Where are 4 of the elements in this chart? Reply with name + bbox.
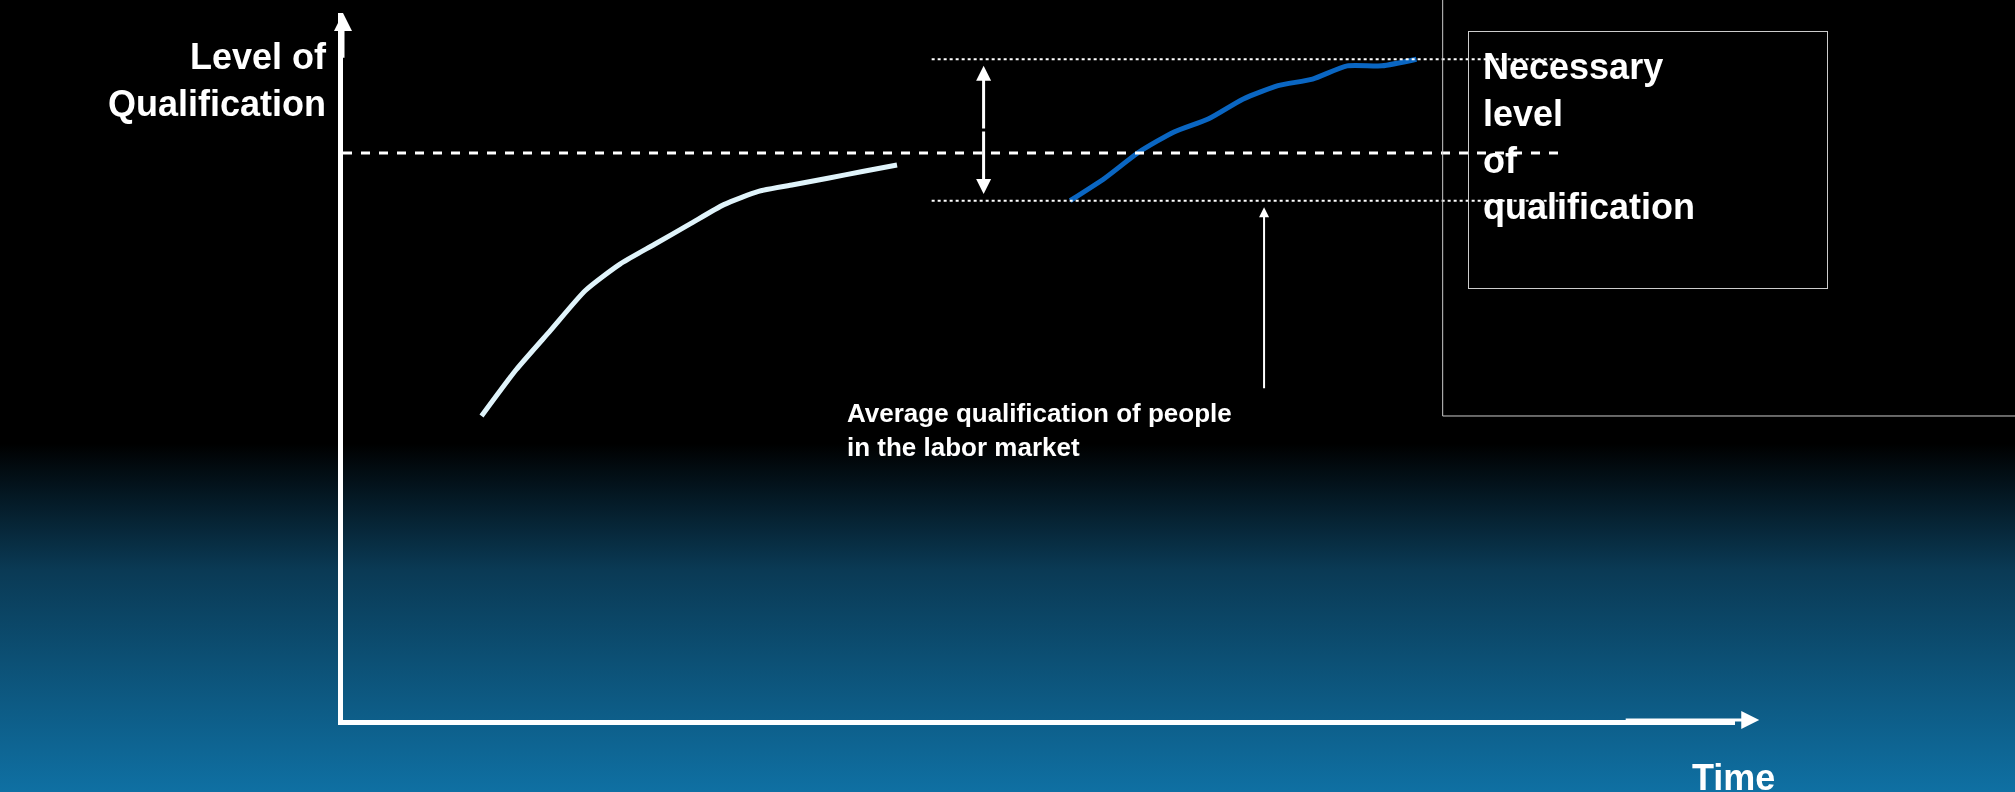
ref-line-label: Necessary level of qualification xyxy=(1483,46,1696,228)
annotation: Average qualification of people in the labor market xyxy=(847,398,1232,462)
y-axis-title: Level of Qualification xyxy=(108,36,328,124)
x-axis-title: Time xyxy=(1692,757,1776,792)
